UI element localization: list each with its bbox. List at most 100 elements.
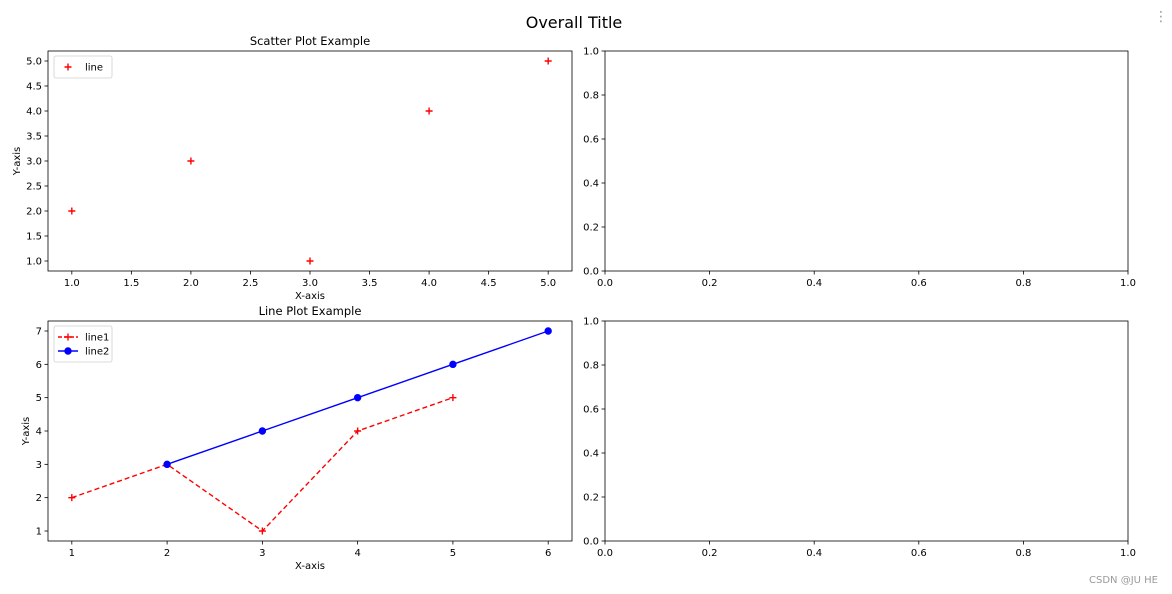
data-point bbox=[425, 107, 433, 115]
legend-marker bbox=[64, 63, 72, 71]
legend-label: line1 bbox=[85, 333, 109, 344]
subplot-title: Scatter Plot Example bbox=[250, 34, 370, 48]
series-line bbox=[71, 397, 454, 532]
y-tick-label: 1.0 bbox=[26, 257, 42, 268]
y-tick-label: 1.0 bbox=[583, 317, 599, 328]
x-tick-label: 0.2 bbox=[702, 548, 718, 559]
x-tick-label: 2.0 bbox=[183, 278, 199, 289]
x-tick-label: 4.5 bbox=[481, 278, 497, 289]
y-tick-label: 0.2 bbox=[583, 223, 599, 234]
x-tick-label: 0.4 bbox=[806, 278, 822, 289]
y-tick-label: 6 bbox=[36, 360, 42, 371]
x-tick-label: 0.2 bbox=[702, 278, 718, 289]
axes-frame bbox=[604, 320, 1129, 542]
x-tick-label: 0.8 bbox=[1015, 278, 1031, 289]
axes-frame bbox=[47, 50, 573, 272]
y-tick-label: 3.0 bbox=[26, 157, 42, 168]
y-tick-label: 3.5 bbox=[26, 132, 42, 143]
data-point bbox=[258, 527, 266, 535]
y-tick-label: 0.2 bbox=[583, 493, 599, 504]
data-point bbox=[354, 427, 362, 435]
y-tick-label: 4 bbox=[36, 427, 42, 438]
y-tick-label: 0.8 bbox=[583, 361, 599, 372]
data-point bbox=[353, 393, 362, 402]
data-point bbox=[187, 157, 195, 165]
x-tick-label: 0.0 bbox=[597, 548, 613, 559]
legend-marker bbox=[64, 333, 72, 341]
y-axis-label: Y-axis bbox=[12, 147, 23, 177]
x-tick-label: 0.6 bbox=[911, 278, 927, 289]
x-tick-label: 1.0 bbox=[1120, 278, 1136, 289]
x-tick-label: 4 bbox=[354, 548, 360, 559]
data-point bbox=[68, 494, 76, 502]
data-point bbox=[544, 57, 552, 65]
x-tick-label: 0.0 bbox=[597, 278, 613, 289]
legend: line bbox=[53, 55, 113, 79]
y-tick-label: 0.0 bbox=[583, 267, 599, 278]
y-tick-label: 1.5 bbox=[26, 232, 42, 243]
x-axis-label: X-axis bbox=[295, 291, 325, 302]
subplot-3: 1 2 3 4 5 6 1 2 3 4 5 6 7 Line Plot Example X-axis Y-ax… bbox=[21, 304, 573, 572]
series-line2 bbox=[163, 327, 552, 469]
y-tick-label: 5.0 bbox=[26, 57, 42, 68]
y-tick-label: 2 bbox=[36, 493, 42, 504]
y-tick-label: 0.6 bbox=[583, 135, 599, 146]
y-tick-label: 0.8 bbox=[583, 91, 599, 102]
axes-frame bbox=[47, 320, 573, 542]
y-tick-label: 5 bbox=[36, 393, 42, 404]
x-tick-label: 0.8 bbox=[1015, 548, 1031, 559]
y-tick-label: 3 bbox=[36, 460, 42, 471]
y-tick-label: 4.0 bbox=[26, 107, 42, 118]
y-tick-label: 0.4 bbox=[583, 179, 599, 190]
x-tick-label: 1.5 bbox=[123, 278, 139, 289]
x-tick-label: 0.6 bbox=[911, 548, 927, 559]
y-tick-label: 1.0 bbox=[583, 47, 599, 58]
data-point bbox=[449, 394, 457, 402]
y-tick-label: 4.5 bbox=[26, 82, 42, 93]
y-axis-label: Y-axis bbox=[21, 417, 32, 447]
series-line bbox=[68, 57, 552, 265]
data-point bbox=[544, 327, 552, 335]
y-tick-label: 0.6 bbox=[583, 405, 599, 416]
x-tick-label: 1.0 bbox=[64, 278, 80, 289]
legend-marker bbox=[64, 347, 72, 355]
series-line1 bbox=[68, 394, 457, 535]
x-tick-label: 3.0 bbox=[302, 278, 318, 289]
x-tick-label: 4.0 bbox=[421, 278, 437, 289]
legend-box bbox=[53, 55, 113, 79]
subplots: 1.0 1.5 2.0 2.5 3.0 3.5 4.0 4.5 5.0 1.0 1.5 2.0 2.5 3… bbox=[12, 34, 1136, 572]
x-tick-label: 5 bbox=[450, 548, 456, 559]
x-tick-label: 6 bbox=[545, 548, 551, 559]
y-tick-label: 0.0 bbox=[583, 537, 599, 548]
data-point bbox=[306, 257, 314, 265]
y-tick-label: 1 bbox=[36, 527, 42, 538]
x-tick-label: 3 bbox=[259, 548, 265, 559]
x-tick-label: 2.5 bbox=[243, 278, 259, 289]
more-options-icon[interactable]: ⋮ bbox=[1154, 9, 1168, 25]
x-tick-label: 1 bbox=[69, 548, 75, 559]
subplot-2: 0.0 0.2 0.4 0.6 0.8 1.0 0.0 0.2 0.4 0.6 0.8 1.0 bbox=[583, 47, 1136, 290]
x-axis-label: X-axis bbox=[295, 561, 325, 572]
legend-label: line bbox=[85, 63, 103, 74]
y-tick-label: 2.5 bbox=[26, 182, 42, 193]
x-tick-label: 1.0 bbox=[1120, 548, 1136, 559]
y-tick-label: 2.0 bbox=[26, 207, 42, 218]
figure-title: Overall Title bbox=[526, 13, 623, 32]
y-tick-label: 7 bbox=[36, 327, 42, 338]
axes-frame bbox=[604, 50, 1129, 272]
subplot-title: Line Plot Example bbox=[259, 304, 362, 318]
data-point bbox=[258, 427, 267, 435]
y-tick-label: 0.4 bbox=[583, 449, 599, 460]
data-point bbox=[68, 207, 76, 215]
x-tick-label: 3.5 bbox=[362, 278, 378, 289]
subplot-4: 0.0 0.2 0.4 0.6 0.8 1.0 0.0 0.2 0.4 0.6 0.8 1.0 bbox=[583, 317, 1136, 560]
data-point bbox=[449, 360, 457, 369]
x-tick-label: 5.0 bbox=[540, 278, 556, 289]
legend-label: line2 bbox=[85, 347, 109, 358]
x-tick-label: 0.4 bbox=[806, 548, 822, 559]
subplot-1: 1.0 1.5 2.0 2.5 3.0 3.5 4.0 4.5 5.0 1.0 1.5 2.0 2.5 3… bbox=[12, 34, 573, 302]
watermark: CSDN @JU HE bbox=[1089, 575, 1158, 586]
data-point bbox=[163, 460, 171, 469]
legend: line1 line2 bbox=[53, 325, 113, 363]
